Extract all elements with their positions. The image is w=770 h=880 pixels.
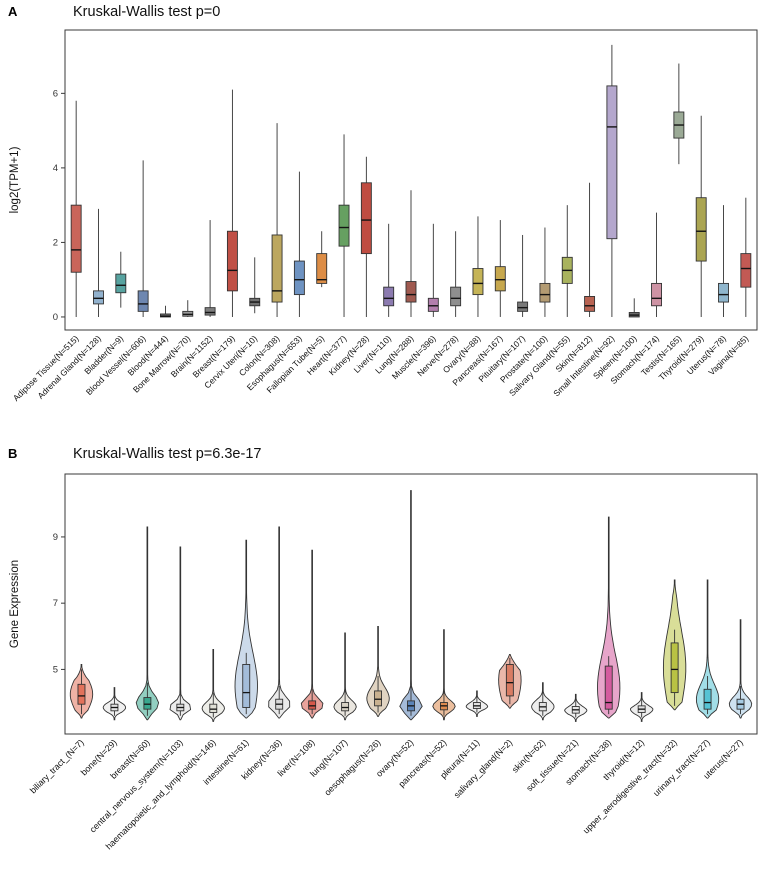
- box: [494, 266, 506, 292]
- x-tick-label: biliary_tract_(N=7): [28, 737, 86, 795]
- inner-box: [242, 663, 251, 708]
- box: [293, 260, 305, 296]
- panel-b-header: B Kruskal-Wallis test p=6.3e-17: [0, 442, 770, 464]
- inner-box: [341, 702, 350, 712]
- box: [584, 296, 596, 312]
- box: [450, 286, 462, 307]
- plot-border: [64, 473, 758, 735]
- violin: [169, 546, 192, 721]
- violin: [728, 619, 753, 719]
- x-tick-label: urinary_tract(N=27): [651, 737, 712, 798]
- y-tick-label: 6: [53, 88, 58, 99]
- box: [70, 204, 82, 273]
- violin: [333, 632, 357, 721]
- inner-box: [670, 642, 679, 694]
- panel-b-label: B: [8, 446, 18, 461]
- y-tick-label: 7: [53, 598, 58, 609]
- y-tick-label: 0: [53, 312, 58, 323]
- violin: [432, 629, 456, 721]
- box: [740, 253, 752, 288]
- box: [427, 297, 439, 312]
- panel-a-header: A Kruskal-Wallis test p=0: [0, 0, 770, 22]
- box: [606, 85, 618, 240]
- violin: [300, 549, 324, 719]
- box: [204, 307, 216, 316]
- y-axis-label: log2(TPM+1): [9, 146, 21, 213]
- violin: [597, 516, 621, 719]
- box: [517, 301, 529, 312]
- box: [405, 281, 417, 303]
- box: [271, 234, 283, 303]
- box: [651, 282, 662, 307]
- violin: [695, 579, 720, 719]
- inner-box: [374, 690, 382, 707]
- plot-border: [64, 29, 758, 331]
- y-tick-label: 2: [53, 237, 58, 248]
- box: [137, 290, 149, 312]
- box: [93, 290, 104, 305]
- box: [383, 286, 395, 307]
- violin: [268, 526, 291, 719]
- y-tick-label: 5: [53, 664, 58, 675]
- panel-a-title: Kruskal-Wallis test p=0: [73, 4, 221, 20]
- box: [472, 268, 484, 296]
- violin: [399, 490, 423, 721]
- box: [718, 282, 729, 303]
- inner-box: [505, 663, 514, 697]
- inner-box: [143, 697, 152, 710]
- box: [360, 182, 372, 255]
- y-tick-label: 4: [53, 163, 58, 174]
- x-tick-label: salivary_gland(N=2): [452, 737, 515, 800]
- inner-box: [604, 665, 613, 710]
- box: [338, 204, 350, 247]
- box: [695, 197, 707, 262]
- y-tick-label: 9: [53, 532, 58, 543]
- violin: [135, 526, 160, 721]
- inner-box: [77, 683, 86, 705]
- box: [160, 313, 171, 318]
- box: [115, 273, 127, 294]
- violin: [201, 649, 225, 722]
- box: [539, 282, 551, 303]
- y-axis-label: Gene Expression: [9, 560, 21, 648]
- panel-b: B Kruskal-Wallis test p=6.3e-17 5 7 9 Gene …: [0, 442, 770, 876]
- panel-a-label: A: [8, 4, 18, 19]
- inner-box: [703, 688, 712, 710]
- box: [226, 230, 238, 292]
- violin: [366, 625, 390, 717]
- inner-box: [308, 700, 317, 710]
- panel-b-title: Kruskal-Wallis test p=6.3e-17: [73, 446, 262, 462]
- panel-a: A Kruskal-Wallis test p=0 0 2 4 6 log2(TPM+1…: [0, 0, 770, 403]
- box: [316, 253, 328, 284]
- violin: [234, 539, 258, 719]
- inner-box: [209, 703, 218, 713]
- x-tick-label: oesophagus(N=26): [322, 737, 382, 797]
